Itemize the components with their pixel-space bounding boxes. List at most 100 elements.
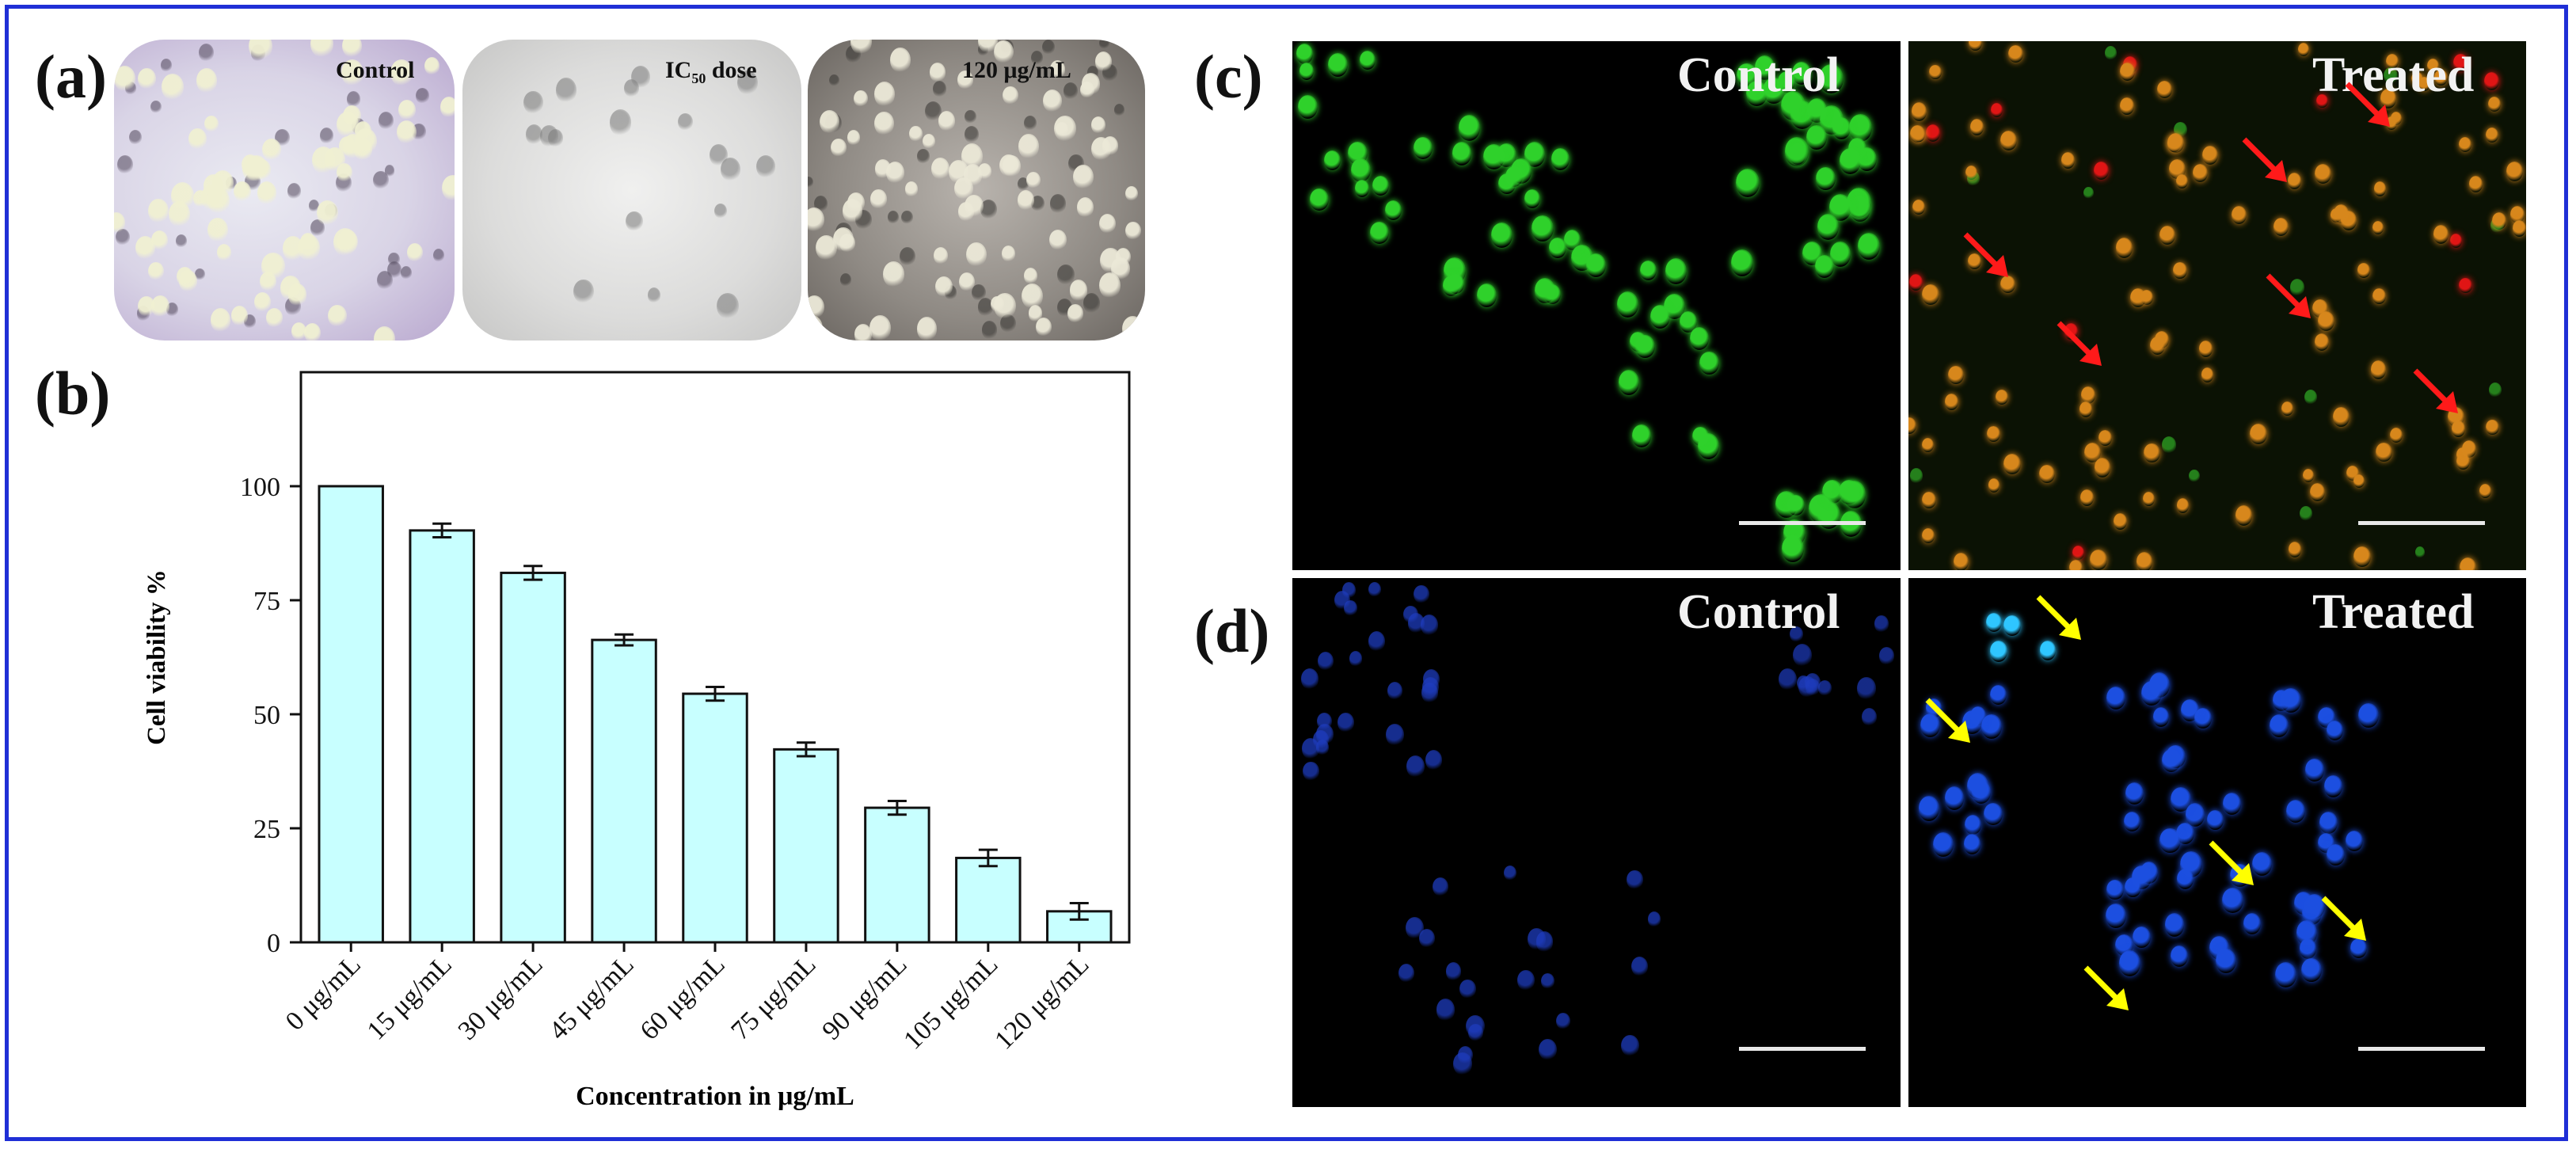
cell [2113, 512, 2128, 530]
cell [1327, 52, 1348, 77]
arrow-icon [2321, 896, 2366, 941]
cell [1296, 44, 1314, 65]
cell [1635, 335, 1655, 359]
cell [1782, 535, 1805, 562]
cell [1452, 141, 1472, 166]
cell [1420, 614, 1438, 636]
nuclear-stain-treated-d: Treated [1908, 578, 2526, 1107]
cell [2486, 419, 2499, 436]
cell [2301, 958, 2322, 983]
micrograph-120-caption: 120 μg/mL [962, 57, 1071, 83]
cell [2176, 823, 2194, 845]
cell [2372, 221, 2384, 234]
cell [1953, 552, 1969, 570]
cell [2357, 263, 2370, 278]
cell [2434, 69, 2449, 86]
cell [1816, 167, 1836, 190]
cell [388, 252, 400, 266]
micrograph-ic50: IC50 dose [462, 40, 801, 341]
cell [972, 283, 987, 302]
cell [2314, 333, 2329, 351]
cell [2459, 277, 2472, 294]
cell [2509, 206, 2525, 223]
cell [2309, 482, 2326, 502]
cell [116, 155, 133, 174]
cell [2106, 903, 2127, 928]
cell [808, 315, 823, 341]
nuclear-stain-control-d: Control [1292, 578, 1901, 1107]
cell [1418, 928, 1436, 949]
cell [378, 111, 394, 130]
cell [1095, 51, 1113, 72]
cell [2459, 137, 2472, 153]
cell [2273, 217, 2289, 236]
cell [991, 296, 1004, 312]
cell [195, 268, 205, 281]
cell [150, 101, 162, 114]
cell [216, 244, 231, 262]
cell [1967, 773, 1989, 799]
cell [930, 157, 950, 180]
cell [1299, 62, 1314, 80]
cell [2000, 275, 2015, 293]
cell [874, 158, 892, 179]
cell [1002, 86, 1018, 105]
cell [442, 174, 455, 201]
cell [1858, 233, 1881, 261]
cell [2167, 132, 2185, 153]
panel-b-label: (b) [35, 359, 111, 428]
cell [1477, 283, 1497, 307]
x-tick-label: 75 μg/mL [725, 949, 821, 1045]
cell [1069, 280, 1088, 302]
cell [1354, 179, 1370, 197]
cell [114, 212, 126, 234]
cell [433, 249, 445, 263]
cell [2194, 708, 2212, 729]
cell [1110, 257, 1131, 281]
cell [539, 125, 558, 148]
cell [555, 78, 577, 103]
cell [1986, 426, 2000, 443]
cell [2039, 641, 2057, 661]
cell [808, 176, 813, 188]
cell [2123, 811, 2140, 831]
cell [2192, 163, 2208, 182]
cell [1524, 188, 1541, 208]
cell [2384, 67, 2398, 85]
cell [2221, 887, 2243, 913]
cell [2159, 225, 2176, 245]
cell [1398, 963, 1415, 983]
x-tick-label: 105 μg/mL [898, 949, 1003, 1055]
cell [2281, 401, 2293, 416]
cell [1057, 264, 1075, 285]
cell [1323, 150, 1341, 171]
cell [2506, 162, 2524, 182]
cell [2150, 337, 2166, 356]
cell [2251, 852, 2272, 877]
cell [1985, 613, 2003, 633]
cell [1432, 877, 1449, 897]
cell [981, 321, 998, 341]
cell [647, 287, 661, 303]
cell [2106, 686, 2126, 710]
micrograph-control-caption: Control [336, 57, 415, 83]
cell [819, 109, 839, 134]
x-tick-label: 120 μg/mL [989, 949, 1094, 1055]
cell [2083, 186, 2094, 200]
arrow-icon [2083, 965, 2129, 1010]
cell [1113, 104, 1124, 117]
cell [2119, 63, 2136, 82]
cell [1048, 230, 1067, 251]
cell [2201, 367, 2214, 382]
cell [839, 272, 851, 287]
cell [415, 87, 429, 105]
cell [1315, 724, 1334, 745]
cell [1349, 651, 1363, 668]
cell [756, 155, 776, 179]
bar [500, 571, 566, 944]
cell [254, 292, 271, 313]
cell [1969, 706, 1987, 726]
cell [1925, 124, 1940, 143]
x-tick-label: 30 μg/mL [453, 949, 549, 1045]
cell [737, 70, 759, 95]
